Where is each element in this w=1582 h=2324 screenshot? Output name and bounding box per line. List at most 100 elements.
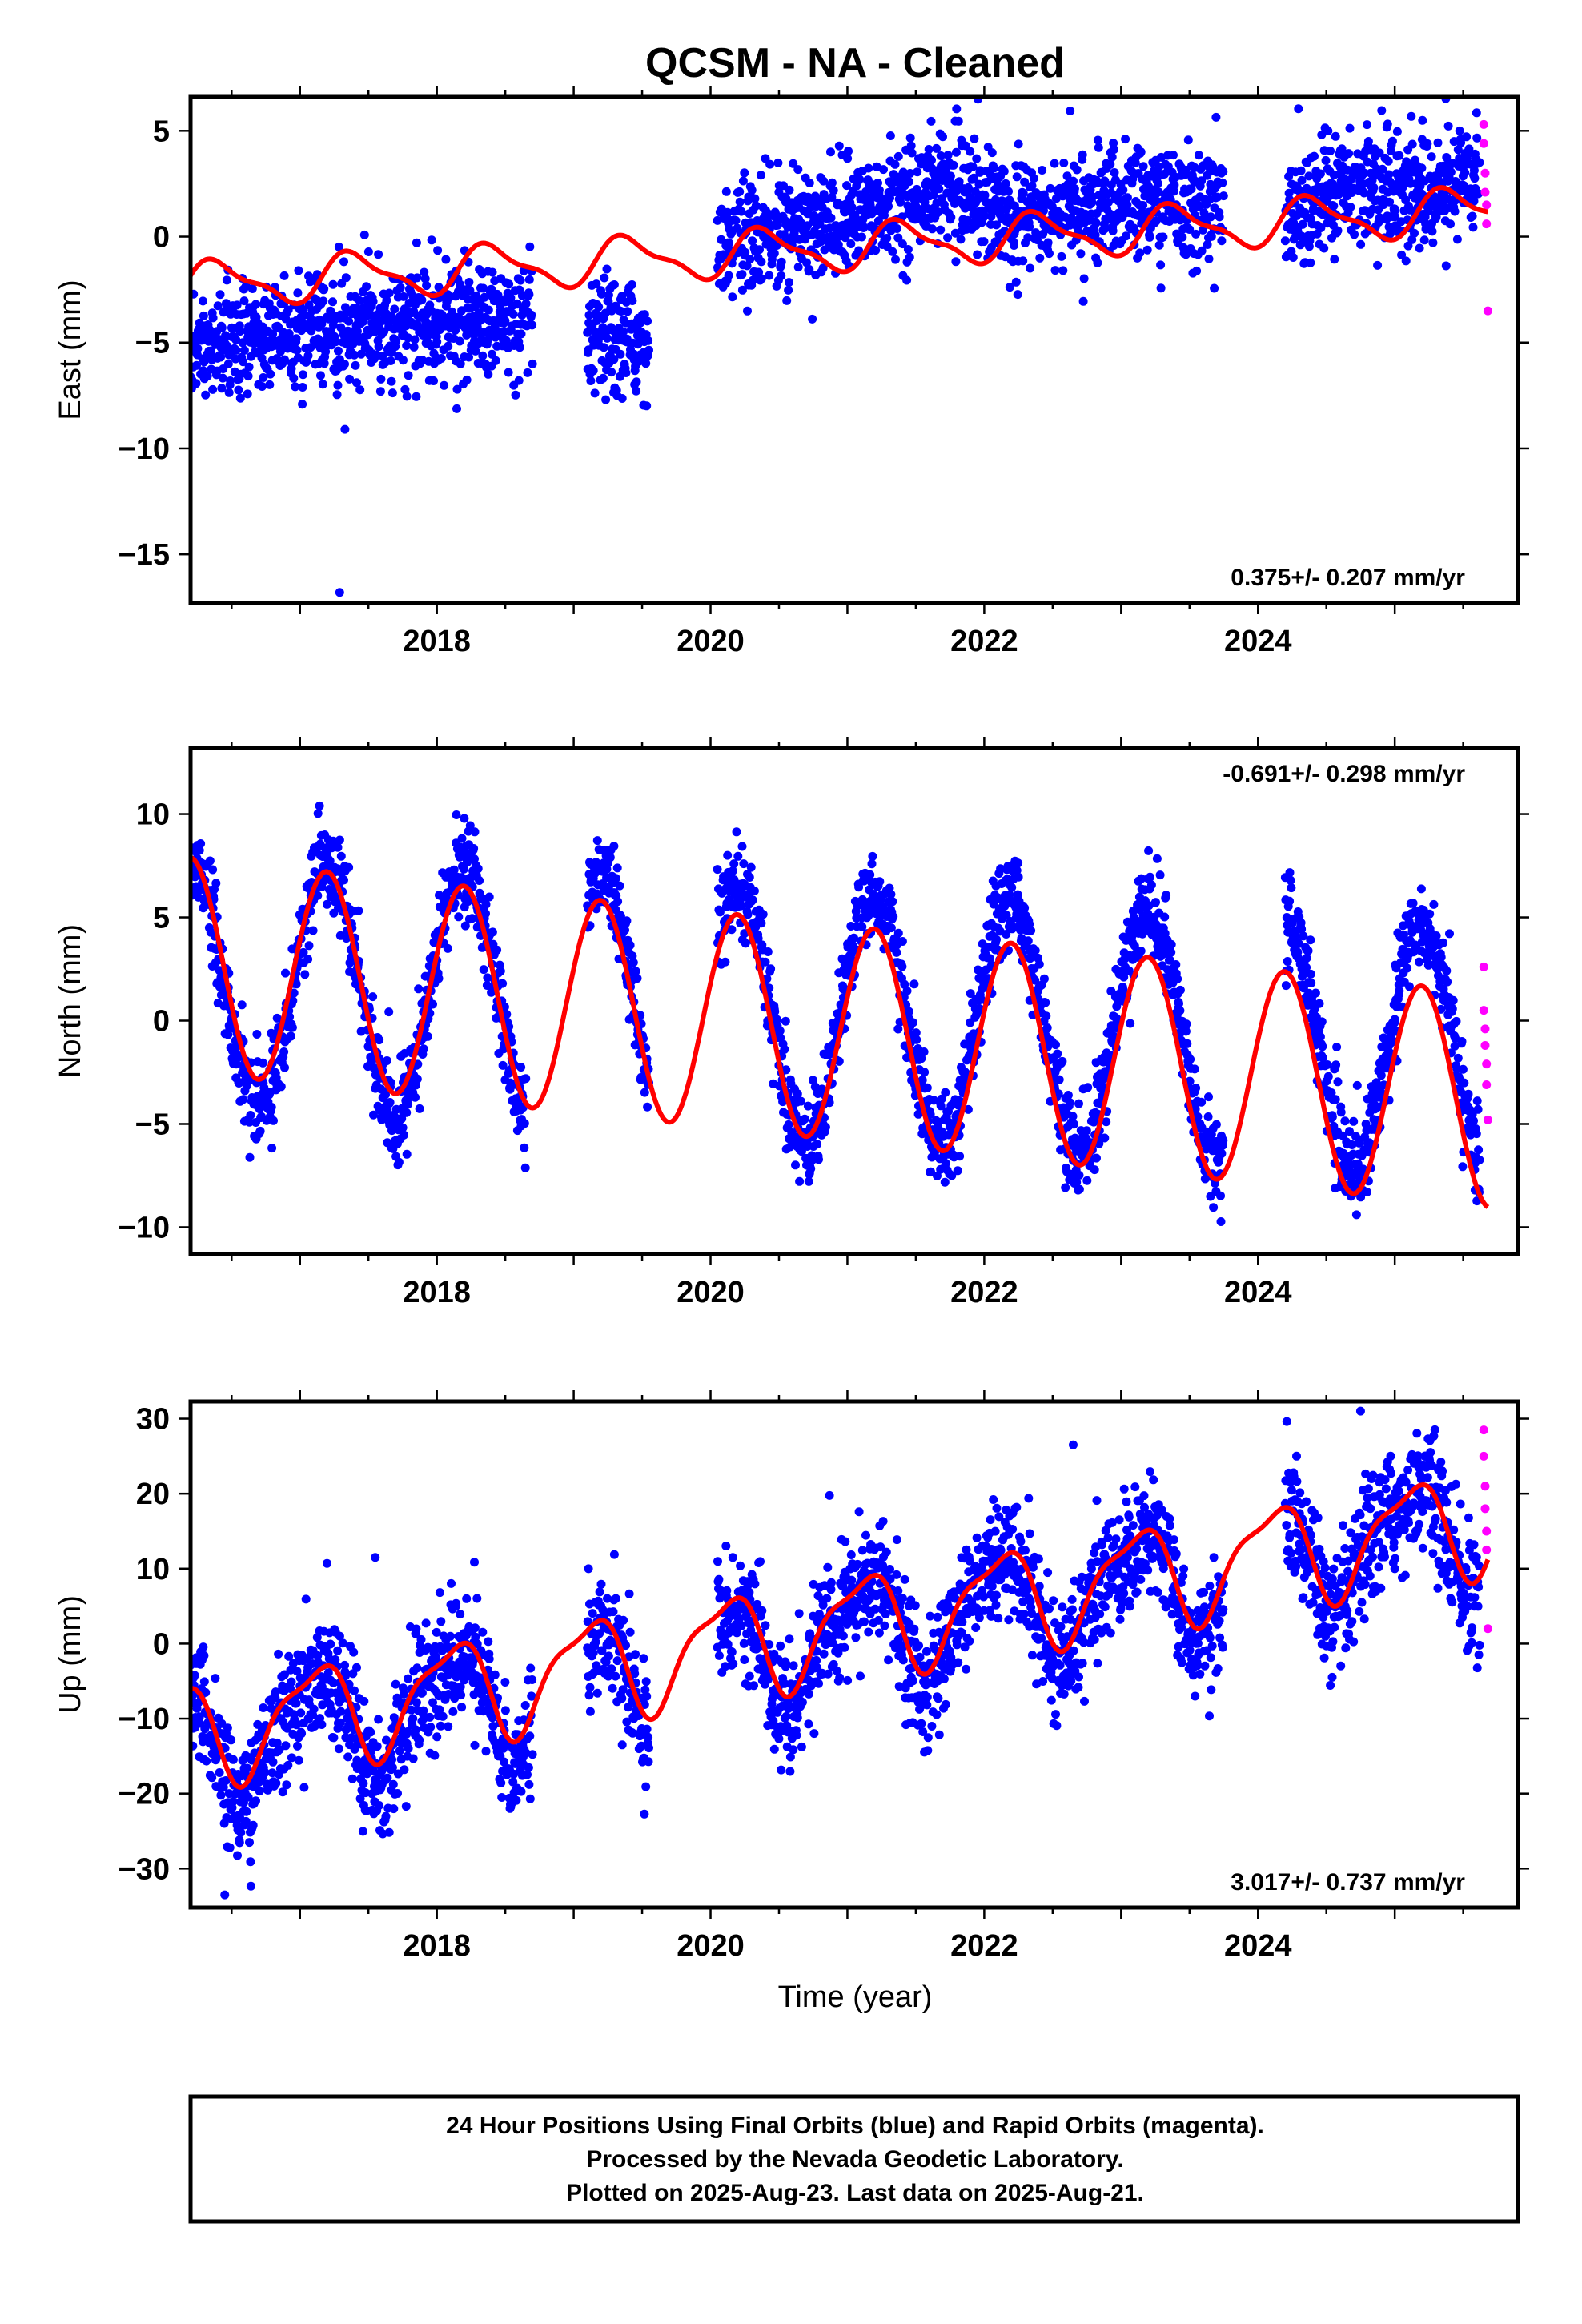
final-orbit-point	[1152, 854, 1162, 863]
final-orbit-point	[1287, 883, 1296, 893]
final-orbit-point	[1061, 1183, 1070, 1192]
final-orbit-point	[784, 1120, 793, 1129]
final-orbit-point	[919, 1047, 929, 1056]
final-orbit-point	[462, 375, 472, 384]
final-orbit-point	[1194, 151, 1203, 160]
final-orbit-point	[617, 292, 627, 301]
final-orbit-point	[259, 373, 268, 382]
final-orbit-point	[975, 166, 985, 175]
final-orbit-point	[257, 382, 267, 391]
final-orbit-point	[1215, 212, 1224, 222]
final-orbit-point	[1039, 974, 1049, 983]
final-orbit-point	[400, 384, 410, 394]
final-orbit-point	[933, 1171, 942, 1180]
final-orbit-point	[1377, 106, 1387, 115]
final-orbit-point	[1170, 180, 1179, 190]
final-orbit-point	[500, 316, 510, 326]
final-orbit-point	[300, 970, 310, 979]
final-orbit-point	[1433, 138, 1443, 147]
final-orbit-point	[791, 1160, 800, 1170]
final-orbit-point	[481, 909, 490, 919]
final-orbit-point	[775, 1026, 785, 1035]
final-orbit-point	[601, 395, 611, 404]
final-orbit-point	[602, 264, 612, 274]
final-orbit-point	[1331, 1095, 1340, 1104]
final-orbit-point	[1166, 947, 1176, 957]
final-orbit-point	[1344, 149, 1354, 159]
final-orbit-point	[303, 955, 313, 964]
final-orbit-point	[1027, 181, 1037, 191]
final-orbit-point	[213, 301, 223, 311]
final-orbit-point	[1005, 283, 1014, 292]
final-orbit-point	[1356, 239, 1366, 249]
final-orbit-point	[770, 1007, 780, 1016]
final-orbit-point	[305, 277, 315, 287]
final-orbit-point	[755, 245, 764, 255]
final-orbit-point	[1171, 960, 1181, 969]
final-orbit-point	[246, 1111, 255, 1120]
final-orbit-point	[483, 973, 492, 983]
final-orbit-point	[523, 368, 532, 377]
final-orbit-point	[795, 1176, 805, 1186]
final-orbit-point	[391, 336, 401, 346]
final-orbit-point	[1367, 175, 1377, 185]
final-orbit-point	[291, 382, 300, 392]
final-orbit-point	[484, 892, 494, 902]
final-orbit-point	[1387, 136, 1397, 146]
final-orbit-point	[276, 1082, 286, 1092]
final-orbit-point	[331, 337, 340, 347]
final-orbit-point	[723, 850, 733, 860]
final-orbit-point	[748, 236, 757, 246]
final-orbit-point	[773, 158, 783, 167]
final-orbit-point	[1428, 238, 1438, 247]
final-orbit-point	[893, 233, 903, 243]
final-orbit-point	[201, 390, 211, 400]
final-orbit-point	[1407, 139, 1417, 149]
final-orbit-point	[441, 255, 451, 264]
final-orbit-point	[412, 238, 421, 247]
rapid-orbit-point	[1482, 200, 1492, 210]
final-orbit-point	[1062, 171, 1072, 181]
final-orbit-point	[1069, 1120, 1078, 1129]
final-orbit-point	[1327, 1112, 1337, 1122]
final-orbit-point	[1146, 880, 1156, 890]
final-orbit-point	[713, 865, 722, 875]
final-orbit-point	[1315, 999, 1324, 1008]
final-orbit-point	[340, 424, 350, 434]
final-orbit-point	[203, 372, 212, 381]
final-orbit-point	[615, 881, 624, 891]
final-orbit-point	[879, 165, 888, 175]
final-orbit-point	[1369, 183, 1379, 192]
final-orbit-point	[1156, 283, 1166, 293]
final-orbit-point	[1375, 213, 1384, 223]
final-orbit-point	[1216, 1191, 1225, 1200]
final-orbit-point	[904, 177, 913, 187]
final-orbit-point	[640, 310, 649, 320]
final-orbit-point	[303, 351, 313, 360]
final-orbit-point	[1051, 1040, 1060, 1050]
final-orbit-point	[1190, 1064, 1199, 1074]
final-orbit-point	[269, 1116, 278, 1125]
final-orbit-point	[1325, 191, 1335, 201]
final-orbit-point	[434, 974, 444, 983]
final-orbit-point	[1285, 896, 1295, 906]
x-tick-label: 2018	[403, 625, 471, 658]
final-orbit-point	[1042, 1023, 1052, 1032]
final-orbit-point	[294, 266, 303, 275]
final-orbit-point	[979, 210, 989, 219]
final-orbit-point	[951, 257, 961, 267]
final-orbit-point	[208, 865, 218, 875]
final-orbit-point	[750, 194, 760, 203]
final-orbit-point	[1004, 187, 1013, 196]
final-orbit-point	[735, 187, 745, 196]
final-orbit-point	[745, 873, 754, 882]
final-orbit-point	[644, 336, 653, 345]
final-orbit-point	[1280, 236, 1290, 246]
final-orbit-point	[402, 341, 412, 350]
final-orbit-point	[1284, 188, 1294, 198]
final-orbit-point	[622, 916, 632, 926]
final-orbit-point	[865, 870, 875, 879]
final-orbit-point	[292, 345, 302, 355]
final-orbit-point	[897, 962, 907, 971]
final-orbit-point	[1315, 169, 1325, 179]
